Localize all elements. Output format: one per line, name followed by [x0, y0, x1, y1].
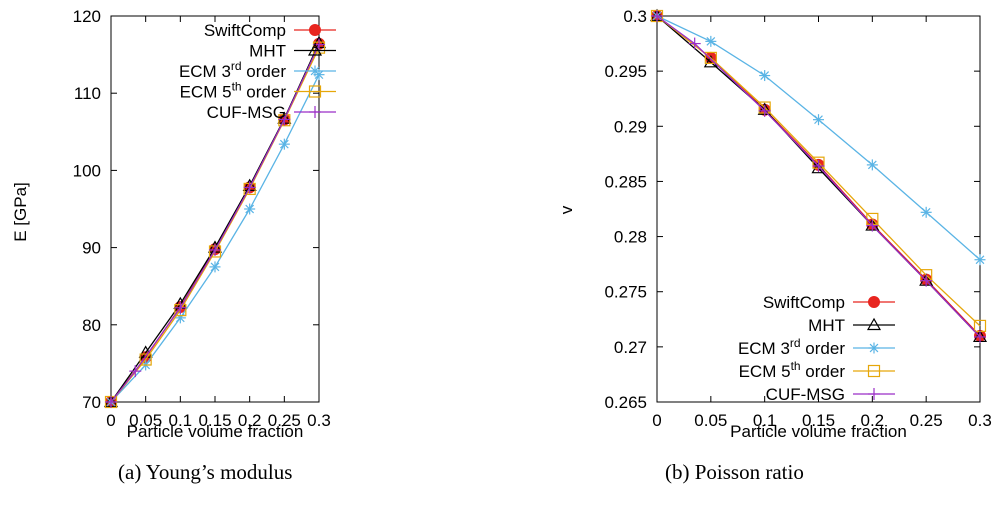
x-tick-label: 0 — [652, 411, 661, 430]
data-point-series-4 — [105, 396, 117, 408]
data-point-series-2 — [209, 261, 221, 273]
legend-swatch-marker — [866, 317, 882, 331]
y-tick-label: 0.295 — [604, 62, 647, 81]
y-tick-label: 0.29 — [614, 117, 647, 136]
x-tick-label: 0.2 — [861, 411, 885, 430]
y-tick-label: 70 — [82, 393, 101, 412]
legend-swatch-marker — [309, 106, 321, 118]
y-tick-label: 0.285 — [604, 172, 647, 191]
x-tick-label: 0.15 — [198, 411, 231, 430]
legend-swatch-marker — [867, 364, 881, 378]
data-point-series-4 — [758, 104, 771, 117]
series-line-1 — [656, 15, 981, 338]
data-point-series-4 — [243, 181, 256, 194]
x-tick-label: 0.05 — [694, 411, 727, 430]
figure-caption: (a) Young’s modulus — [118, 460, 292, 484]
x-tick-label: 0.25 — [268, 411, 301, 430]
data-point-series-2 — [278, 138, 290, 150]
x-tick-label: 0.25 — [910, 411, 943, 430]
x-axis-label: Particle volume fraction — [127, 422, 304, 441]
data-point-series-4 — [688, 37, 701, 50]
data-point-series-4 — [129, 365, 142, 378]
x-tick-label: 0.3 — [968, 411, 992, 430]
data-point-series-4 — [278, 113, 291, 126]
data-point-series-4 — [174, 301, 187, 314]
y-tick-label: 0.3 — [623, 7, 647, 26]
legend-swatch-marker — [307, 43, 323, 56]
legend-label: SwiftComp — [763, 293, 845, 312]
legend-label: CUF-MSG — [766, 385, 845, 404]
y-tick-label: 0.28 — [614, 228, 647, 247]
legend-label: ECM 3rd order — [179, 59, 286, 81]
y-tick-label: 0.27 — [614, 338, 647, 357]
x-axis-label: Particle volume fraction — [730, 422, 907, 441]
x-tick-label: 0.05 — [129, 411, 162, 430]
legend-swatch-marker — [868, 388, 880, 400]
data-point-series-4 — [866, 219, 879, 232]
data-point-series-2 — [174, 312, 186, 324]
figure-caption: (b) Poisson ratio — [665, 460, 804, 484]
legend-swatch-marker — [309, 24, 321, 36]
data-point-series-2 — [759, 70, 771, 82]
legend-label: SwiftComp — [204, 21, 286, 40]
legend-swatch-marker — [868, 342, 880, 354]
data-point-series-3 — [704, 51, 717, 65]
series-line-4 — [656, 15, 981, 338]
y-axis-label: v — [557, 205, 576, 214]
data-point-series-1 — [811, 160, 826, 174]
y-tick-label: 100 — [73, 161, 101, 180]
data-point-series-2 — [813, 114, 824, 126]
data-point-series-2 — [705, 35, 717, 47]
x-tick-label: 0.1 — [169, 411, 193, 430]
legend-label: ECM 3rd order — [738, 336, 845, 358]
data-point-series-2 — [244, 203, 256, 215]
legend-swatch-marker — [308, 85, 322, 98]
data-point-series-2 — [866, 159, 878, 171]
data-point-series-4 — [920, 274, 933, 287]
legend-label: ECM 5th order — [739, 359, 846, 381]
y-axis-label: E [GPa] — [11, 182, 30, 242]
legend-swatch-marker — [309, 65, 321, 77]
y-tick-label: 0.275 — [604, 283, 647, 302]
x-tick-label: 0.3 — [307, 411, 331, 430]
data-point-series-4 — [974, 330, 986, 343]
legend-label: MHT — [249, 42, 286, 61]
legend-label: MHT — [808, 316, 845, 335]
data-point-series-2 — [974, 254, 986, 266]
legend-label: CUF-MSG — [207, 103, 286, 122]
x-tick-label: 0.15 — [802, 411, 835, 430]
chart-poisson-ratio: 0 0.05 0.1 0.15 0.2 0.25 0.3 0.265 0.27 0.275 0.28… — [557, 7, 992, 484]
data-point-series-4 — [209, 243, 221, 256]
legend-swatch-marker — [868, 296, 880, 308]
legend-label: ECM 5th order — [180, 80, 287, 102]
x-tick-label: 0.2 — [238, 411, 262, 430]
y-tick-label: 120 — [73, 7, 101, 26]
x-tick-label: 0.1 — [753, 411, 777, 430]
y-tick-label: 90 — [82, 239, 101, 258]
y-tick-label: 110 — [74, 84, 101, 103]
data-point-series-4 — [651, 10, 663, 22]
x-tick-label: 0 — [106, 411, 115, 430]
chart-youngs-modulus: 0 0.05 0.1 0.15 0.2 0.25 0.3 70 80 90 100 110 120 Par… — [11, 7, 336, 484]
data-point-series-3 — [139, 353, 152, 366]
data-point-series-4 — [812, 159, 825, 172]
y-tick-label: 80 — [82, 316, 101, 335]
data-point-series-2 — [920, 206, 932, 218]
y-tick-label: 0.265 — [604, 393, 647, 412]
